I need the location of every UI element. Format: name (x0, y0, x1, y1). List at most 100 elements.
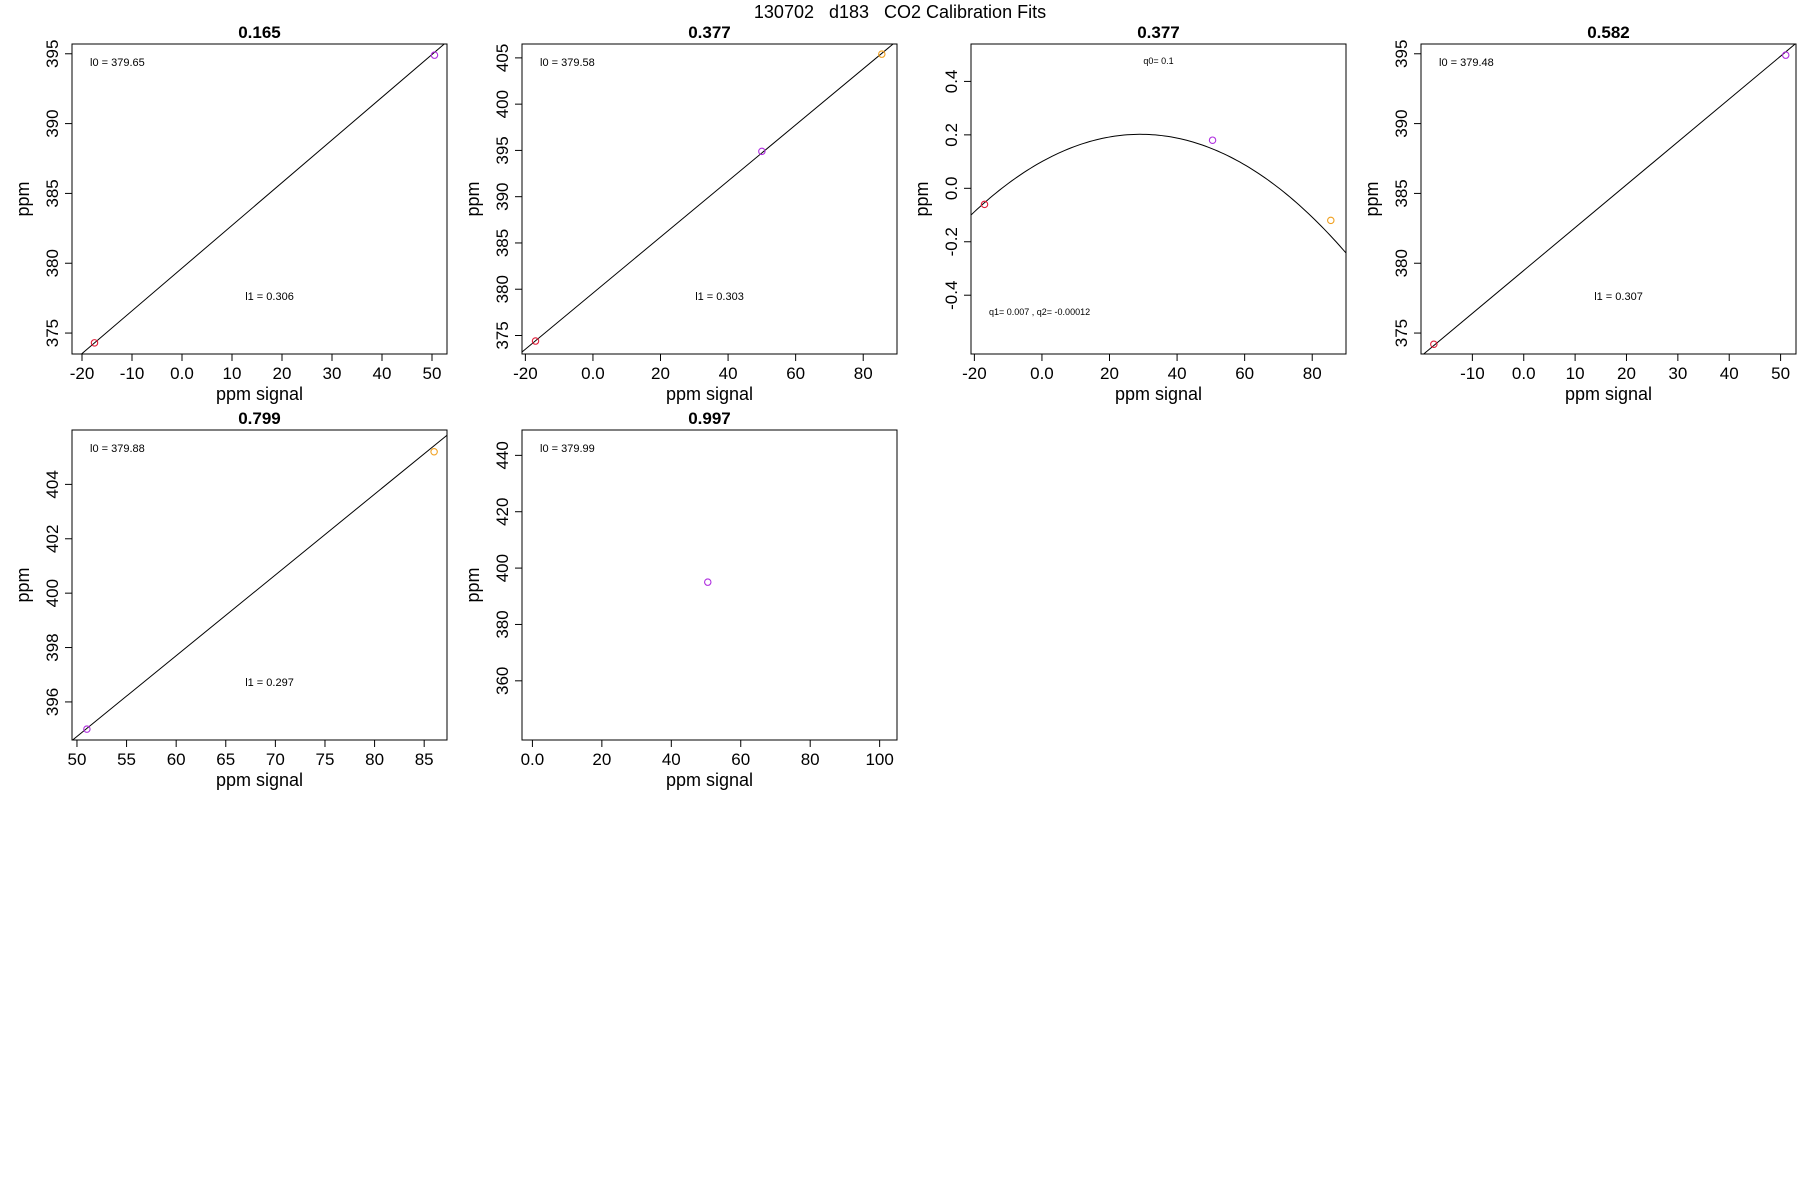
data-point-purple (1208, 136, 1217, 144)
panel-title: 0.799 (238, 409, 281, 428)
panel-6: 0.997 0.0 20 40 60 80 100 ppm signal 360 380 400 42… (463, 409, 898, 790)
fit-annotation: l1 = 0.306 (245, 291, 294, 303)
y-tick-label: 402 (43, 525, 62, 553)
data-point-red (531, 337, 540, 345)
x-tick-label: 40 (719, 364, 738, 383)
plot-frame (521, 43, 898, 355)
x-tick-label: 0.0 (170, 364, 194, 383)
panel-title: 0.582 (1587, 23, 1630, 42)
y-tick-label: 390 (493, 182, 512, 210)
x-tick-label: 10 (1566, 364, 1585, 383)
data-point-purple (704, 578, 712, 586)
x-tick-label: 60 (1235, 364, 1254, 383)
fit-line (72, 434, 447, 740)
y-tick-label: 0.4 (942, 70, 961, 94)
x-tick-label: 20 (1100, 364, 1119, 383)
data-point-purple (83, 725, 91, 733)
x-tick-label: 65 (216, 750, 235, 769)
y-axis-label: ppm (13, 567, 33, 602)
x-tick-label: 75 (316, 750, 335, 769)
x-tick-label: 80 (1303, 364, 1322, 383)
data-point-red (980, 200, 989, 209)
panel-title: 0.377 (688, 23, 731, 42)
x-tick-label: 100 (865, 750, 893, 769)
plot-frame (71, 43, 448, 355)
y-tick-label: 396 (43, 688, 62, 716)
fit-annotation: l0 = 379.58 (540, 57, 595, 69)
panel-title: 0.165 (238, 23, 281, 42)
y-axis-label: ppm (1362, 181, 1382, 216)
x-tick-label: 80 (365, 750, 384, 769)
x-tick-label: 60 (167, 750, 186, 769)
data-point-purple (758, 147, 766, 156)
y-tick-label: -0.4 (942, 281, 961, 310)
fit-annotation: l1 = 0.297 (245, 677, 294, 689)
y-tick-label: 375 (493, 321, 512, 349)
fit-line (80, 44, 446, 354)
x-tick-label: 40 (1720, 364, 1739, 383)
y-axis-label: ppm (13, 181, 33, 216)
y-tick-label: 380 (43, 249, 62, 277)
x-tick-label: 40 (662, 750, 681, 769)
x-tick-label: 20 (592, 750, 611, 769)
panel-title: 0.997 (688, 409, 731, 428)
fit-annotation: l0 = 379.99 (540, 443, 595, 455)
y-tick-label: 404 (43, 470, 62, 498)
y-axis-label: ppm (463, 567, 483, 602)
data-point-purple (430, 51, 439, 59)
y-tick-label: 400 (493, 554, 512, 582)
panel-5: 0.799 50 55 60 65 70 75 80 85 ppm signal 396 398 400… (13, 409, 448, 790)
x-tick-label: 55 (117, 750, 136, 769)
fit-line (522, 44, 894, 353)
x-tick-label: 60 (786, 364, 805, 383)
y-tick-label: 375 (1392, 319, 1411, 347)
y-tick-label: 420 (493, 498, 512, 526)
x-tick-label: 60 (731, 750, 750, 769)
x-tick-label: 10 (223, 364, 242, 383)
x-tick-label: 20 (273, 364, 292, 383)
panel-title: 0.377 (1137, 23, 1180, 42)
x-tick-label: 30 (1668, 364, 1687, 383)
x-axis-label: ppm signal (216, 770, 303, 790)
y-tick-label: 400 (493, 90, 512, 118)
x-tick-label: 20 (1617, 364, 1636, 383)
fit-annotation: q1= 0.007 , q2= -0.00012 (989, 307, 1090, 317)
x-tick-label: 0.0 (521, 750, 545, 769)
panel-1: 0.165 -20 -10 0.0 10 20 30 40 50 ppm signal 375 380… (13, 23, 448, 404)
y-tick-label: 385 (43, 179, 62, 207)
x-tick-label: 40 (1168, 364, 1187, 383)
data-point-red (1430, 340, 1438, 348)
fit-annotation: l1 = 0.307 (1594, 291, 1643, 303)
x-tick-label: -20 (513, 364, 538, 383)
y-tick-label: 440 (493, 441, 512, 469)
y-tick-label: 405 (493, 44, 512, 72)
x-tick-label: -10 (120, 364, 145, 383)
panel-2: 0.377 -20 0.0 20 40 60 80 ppm signal 375 380 385 39… (463, 23, 898, 404)
fit-curve (971, 133, 1346, 254)
y-axis-label: ppm (912, 181, 932, 216)
fit-annotation: l1 = 0.303 (695, 291, 744, 303)
y-tick-label: 385 (1392, 179, 1411, 207)
x-axis-label: ppm signal (1115, 384, 1202, 404)
x-axis-label: ppm signal (666, 770, 753, 790)
x-axis-label: ppm signal (666, 384, 753, 404)
fit-annotation: l0 = 379.48 (1439, 57, 1494, 69)
y-tick-label: 0.0 (942, 176, 961, 200)
y-tick-label: 398 (43, 633, 62, 661)
fit-annotation: l0 = 379.65 (90, 57, 145, 69)
y-tick-label: 380 (493, 610, 512, 638)
data-point-purple (1781, 51, 1790, 59)
data-point-orange (1327, 216, 1335, 225)
y-tick-label: 395 (493, 136, 512, 164)
x-axis-label: ppm signal (216, 384, 303, 404)
x-tick-label: -10 (1460, 364, 1485, 383)
y-tick-label: 380 (1392, 249, 1411, 277)
y-tick-label: 375 (43, 319, 62, 347)
y-tick-label: 395 (43, 40, 62, 68)
x-tick-label: 40 (373, 364, 392, 383)
data-point-red (90, 339, 99, 347)
x-tick-label: 80 (854, 364, 873, 383)
y-tick-label: 390 (43, 109, 62, 137)
data-point-orange (878, 50, 886, 58)
